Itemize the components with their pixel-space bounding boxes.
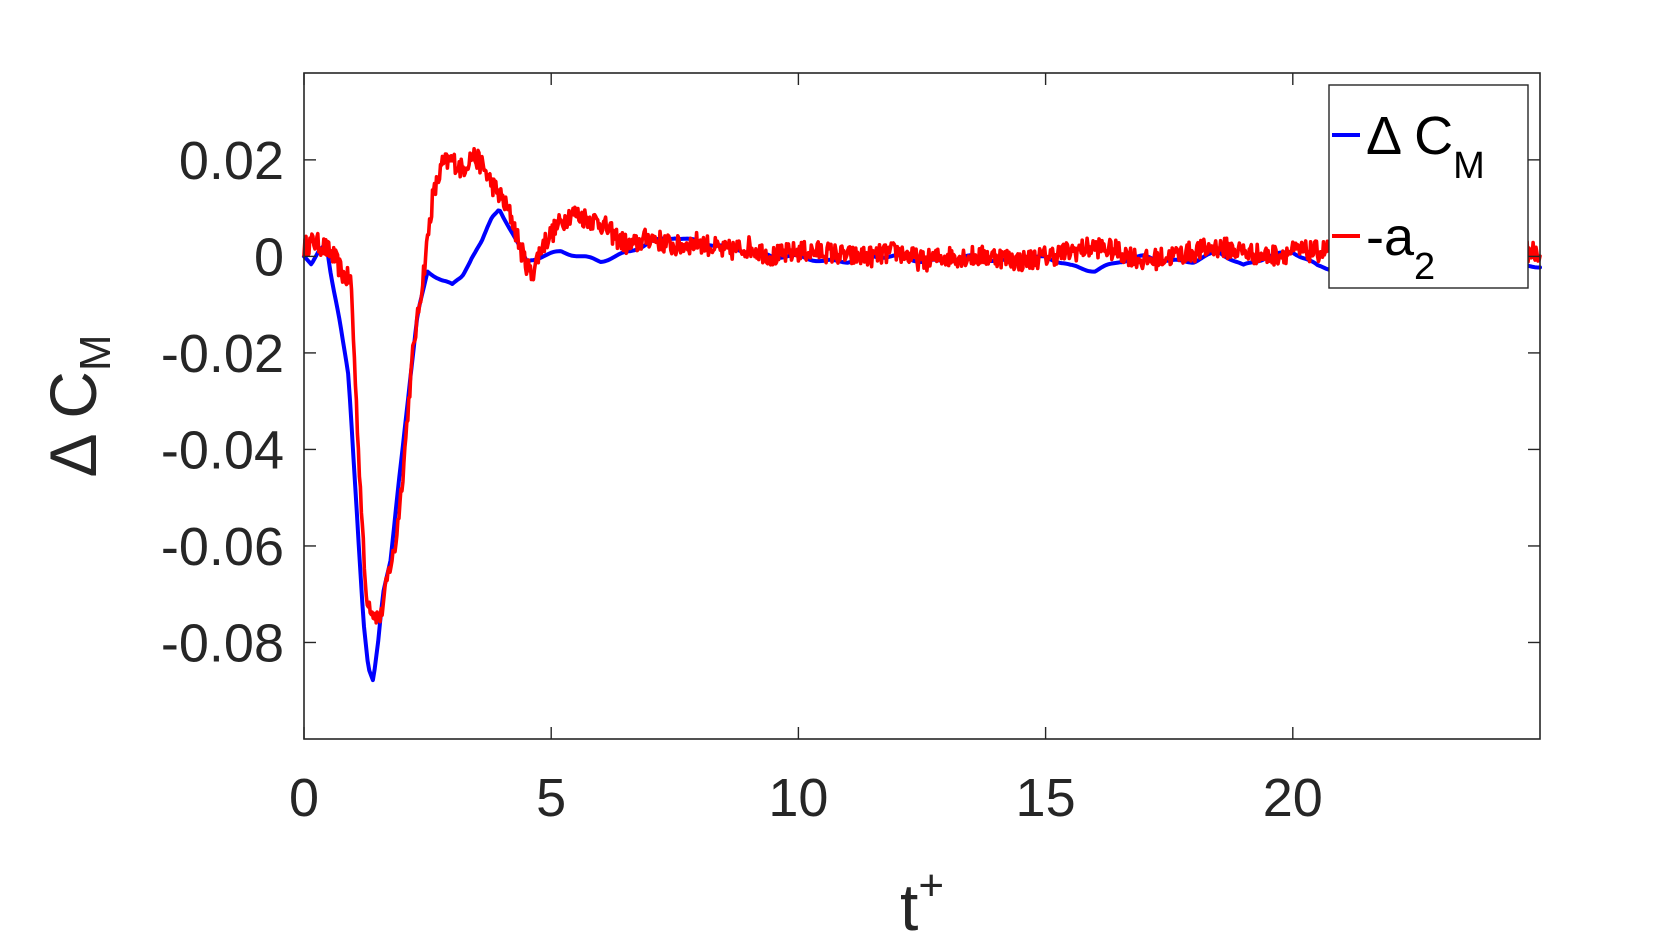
y-tick-label: -0.04 [161, 420, 284, 480]
x-tick-label: 20 [1263, 768, 1323, 828]
legend-label-delta-cm-main: Δ C [1366, 106, 1453, 166]
x-axis-label-main: t [900, 870, 918, 933]
axes-box [303, 72, 1541, 740]
y-tick-label: -0.06 [161, 517, 284, 577]
legend-label-minus-a2-main: -a [1366, 207, 1415, 267]
legend: Δ CM -a2 [1328, 84, 1529, 289]
x-axis-label: t+ [900, 861, 944, 933]
y-tick-label: 0.02 [179, 131, 284, 191]
legend-label-minus-a2: -a2 [1366, 207, 1435, 288]
legend-label-delta-cm-sub: M [1453, 145, 1485, 187]
x-tick-label: 0 [289, 768, 319, 828]
ticks-layer: 0 5 10 15 20 -0.08 -0.06 -0.04 -0.02 0 0.02 [161, 73, 1540, 828]
y-axis-label-subscript: M [71, 334, 120, 371]
x-axis-label-superscript: + [918, 861, 944, 910]
legend-label-delta-cm: Δ CM [1366, 106, 1485, 187]
y-tick-label: -0.08 [161, 613, 284, 673]
legend-label-minus-a2-sub: 2 [1414, 246, 1435, 288]
legend-box [1328, 84, 1529, 289]
x-tick-label: 10 [768, 768, 828, 828]
x-tick-label: 15 [1016, 768, 1076, 828]
y-axis-label-main: Δ C [36, 371, 110, 477]
y-tick-label: -0.02 [161, 324, 284, 384]
x-tick-label: 5 [536, 768, 566, 828]
y-axis-label: Δ CM [36, 334, 120, 477]
y-tick-label: 0 [254, 227, 284, 287]
